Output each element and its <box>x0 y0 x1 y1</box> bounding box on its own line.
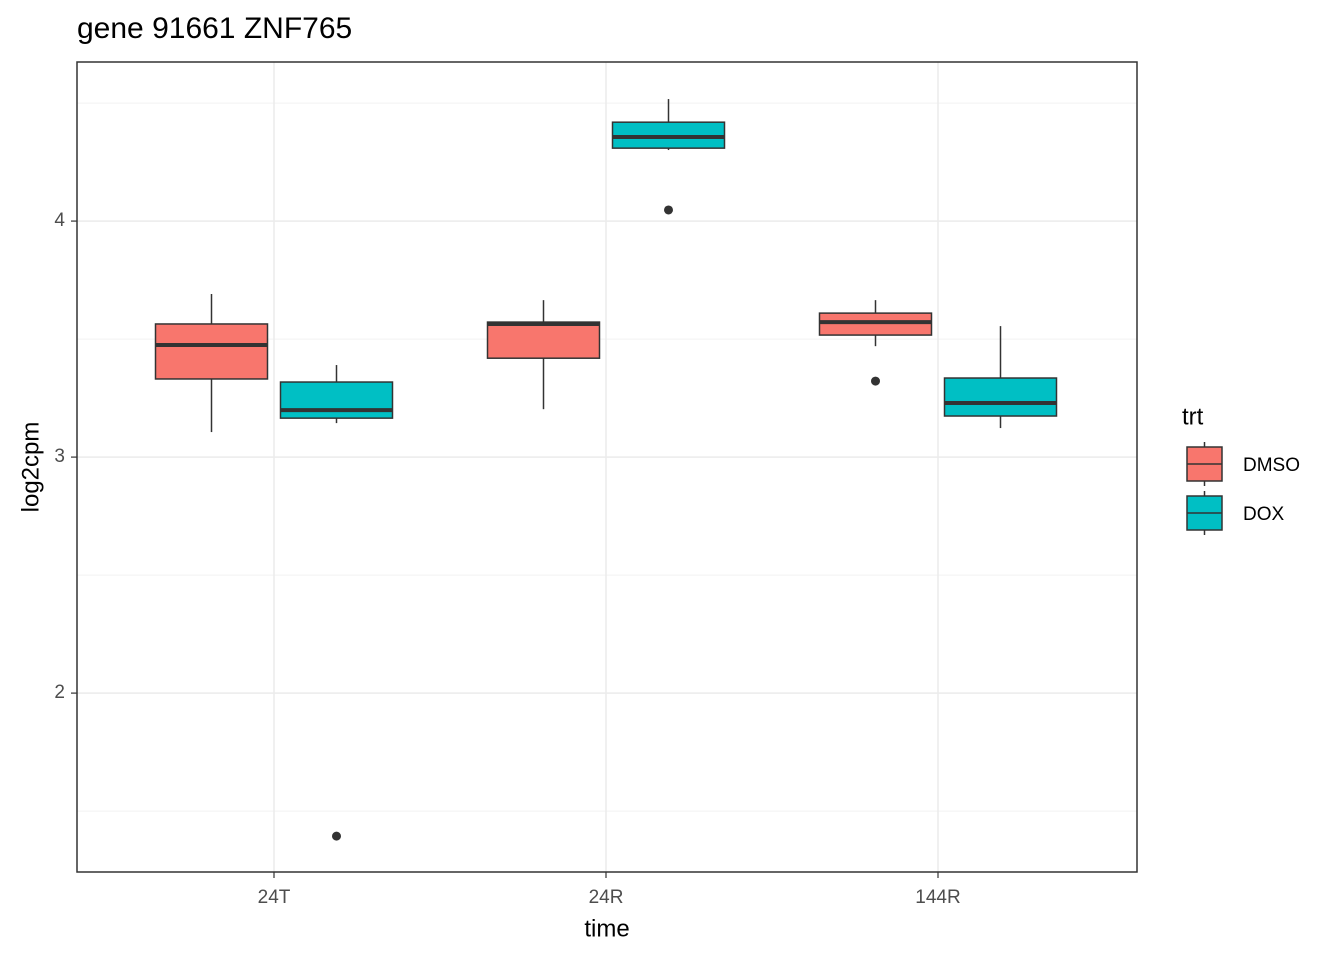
chart-title: gene 91661 ZNF765 <box>77 12 352 45</box>
y-tick-label: 4 <box>54 210 65 231</box>
box <box>154 323 269 380</box>
outlier <box>871 376 880 386</box>
x-axis-title: time <box>584 915 629 942</box>
legend-label: DMSO <box>1243 455 1300 476</box>
box <box>486 321 601 359</box>
outlier <box>332 831 341 841</box>
y-tick-label: 2 <box>54 682 65 703</box>
x-tick-label: 24T <box>258 887 291 908</box>
x-tick-label: 144R <box>915 887 960 908</box>
y-axis-title: log2cpm <box>17 422 44 513</box>
box <box>818 312 933 336</box>
box <box>943 377 1058 417</box>
y-tick-label: 3 <box>54 446 65 467</box>
x-tick-label: 24R <box>589 887 624 908</box>
legend-title: trt <box>1182 403 1204 430</box>
box <box>279 381 394 419</box>
plot-border <box>76 61 1138 873</box>
legend-label: DOX <box>1243 504 1285 525</box>
outlier <box>664 205 673 215</box>
